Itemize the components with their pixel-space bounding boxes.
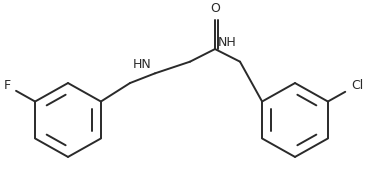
Text: Cl: Cl [351, 78, 364, 91]
Text: HN: HN [133, 58, 152, 71]
Text: O: O [210, 2, 220, 15]
Text: NH: NH [218, 36, 237, 49]
Text: F: F [4, 79, 11, 92]
